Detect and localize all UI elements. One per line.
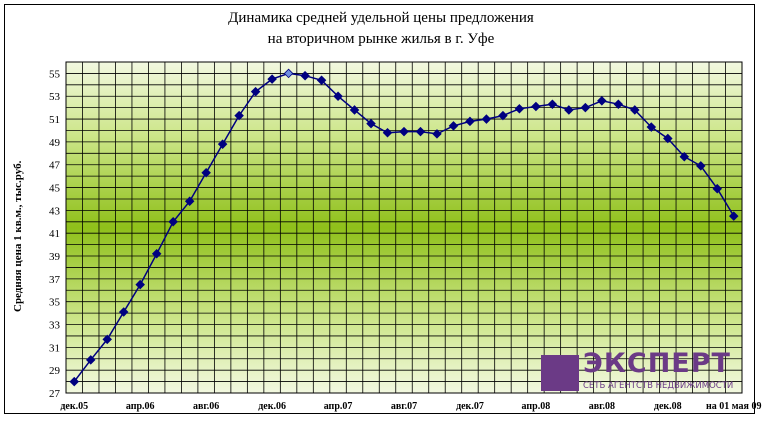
y-tick-label: 51 <box>49 114 60 126</box>
data-point <box>597 96 607 106</box>
data-point <box>69 376 80 387</box>
data-point <box>448 121 459 131</box>
data-point <box>498 110 508 121</box>
series-markers <box>69 68 739 387</box>
x-tick-label: дек.08 <box>654 401 682 412</box>
logo-name: ЭКСПЕРТ <box>583 348 731 379</box>
data-point <box>316 75 327 86</box>
data-point <box>201 167 211 178</box>
y-tick-label: 43 <box>49 205 61 217</box>
x-tick-label: дек.07 <box>456 401 484 412</box>
data-point <box>531 101 541 112</box>
data-point <box>465 116 475 127</box>
data-point <box>646 122 657 132</box>
x-tick-label: на 01 мая 09 <box>706 401 761 412</box>
data-point <box>663 133 673 144</box>
plot-area <box>65 61 743 394</box>
y-tick-label: 33 <box>49 320 61 332</box>
y-tick-label: 45 <box>49 183 61 195</box>
data-point <box>613 99 624 109</box>
data-point <box>234 110 244 121</box>
data-point <box>250 86 261 97</box>
data-point <box>349 105 360 115</box>
y-tick-label: 53 <box>49 91 61 103</box>
x-tick-label: дек.05 <box>60 401 88 412</box>
data-point <box>399 126 409 137</box>
y-tick-label: 31 <box>49 342 60 354</box>
data-point <box>382 128 393 138</box>
data-point <box>696 161 706 171</box>
data-point <box>547 99 558 109</box>
data-point <box>580 102 591 113</box>
x-tick-label: апр.08 <box>522 401 551 412</box>
data-point <box>184 196 195 207</box>
y-tick-label: 35 <box>49 297 61 309</box>
data-point <box>151 248 162 259</box>
x-tick-label: авг.06 <box>193 401 219 412</box>
data-point <box>415 126 426 137</box>
data-point <box>564 105 574 115</box>
y-tick-label: 55 <box>49 68 61 80</box>
y-tick-label: 37 <box>49 274 61 286</box>
data-point <box>333 91 343 102</box>
data-point <box>432 129 442 139</box>
chart-title-line-1: Динамика средней удельной цены предложен… <box>228 10 534 26</box>
expert-logo: ЭКСПЕРТ СЕТЬ АГЕНТСТВ НЕДВИЖИМОСТИ <box>541 348 741 393</box>
x-tick-label: апр.07 <box>324 401 353 412</box>
logo-emblem <box>541 355 579 391</box>
data-point <box>135 279 145 290</box>
y-tick-label: 39 <box>49 251 61 263</box>
data-point-highlighted <box>283 68 294 79</box>
data-point <box>630 105 640 115</box>
data-point <box>366 118 376 129</box>
y-tick-label: 47 <box>49 160 61 172</box>
data-point <box>728 211 739 221</box>
y-axis-ticks: 27 29 31 33 35 37 39 41 43 45 47 49 51 53 55 <box>49 68 61 400</box>
data-point <box>481 114 492 124</box>
data-point <box>102 334 112 345</box>
x-tick-label: авг.08 <box>589 401 615 412</box>
x-axis-ticks: дек.05 апр.06 авг.06 дек.06 апр.07 авг.07 дек.… <box>60 401 761 412</box>
data-point <box>118 307 129 317</box>
data-point <box>85 355 96 365</box>
data-point <box>217 139 228 149</box>
x-tick-label: апр.06 <box>126 401 155 412</box>
data-point <box>300 70 310 81</box>
x-tick-label: авг.07 <box>391 401 417 412</box>
data-point <box>168 217 178 227</box>
y-tick-label: 29 <box>49 365 61 377</box>
data-point <box>267 74 277 84</box>
y-tick-label: 27 <box>49 388 61 400</box>
y-tick-label: 41 <box>49 228 60 240</box>
chart-title-line-2: на вторичном рынке жилья в г. Уфе <box>267 31 495 47</box>
data-point <box>514 104 525 114</box>
data-point <box>712 183 723 194</box>
x-tick-label: дек.06 <box>258 401 286 412</box>
data-point <box>679 151 690 162</box>
logo-subtitle: СЕТЬ АГЕНТСТВ НЕДВИЖИМОСТИ <box>583 381 734 391</box>
y-tick-label: 49 <box>49 137 61 149</box>
